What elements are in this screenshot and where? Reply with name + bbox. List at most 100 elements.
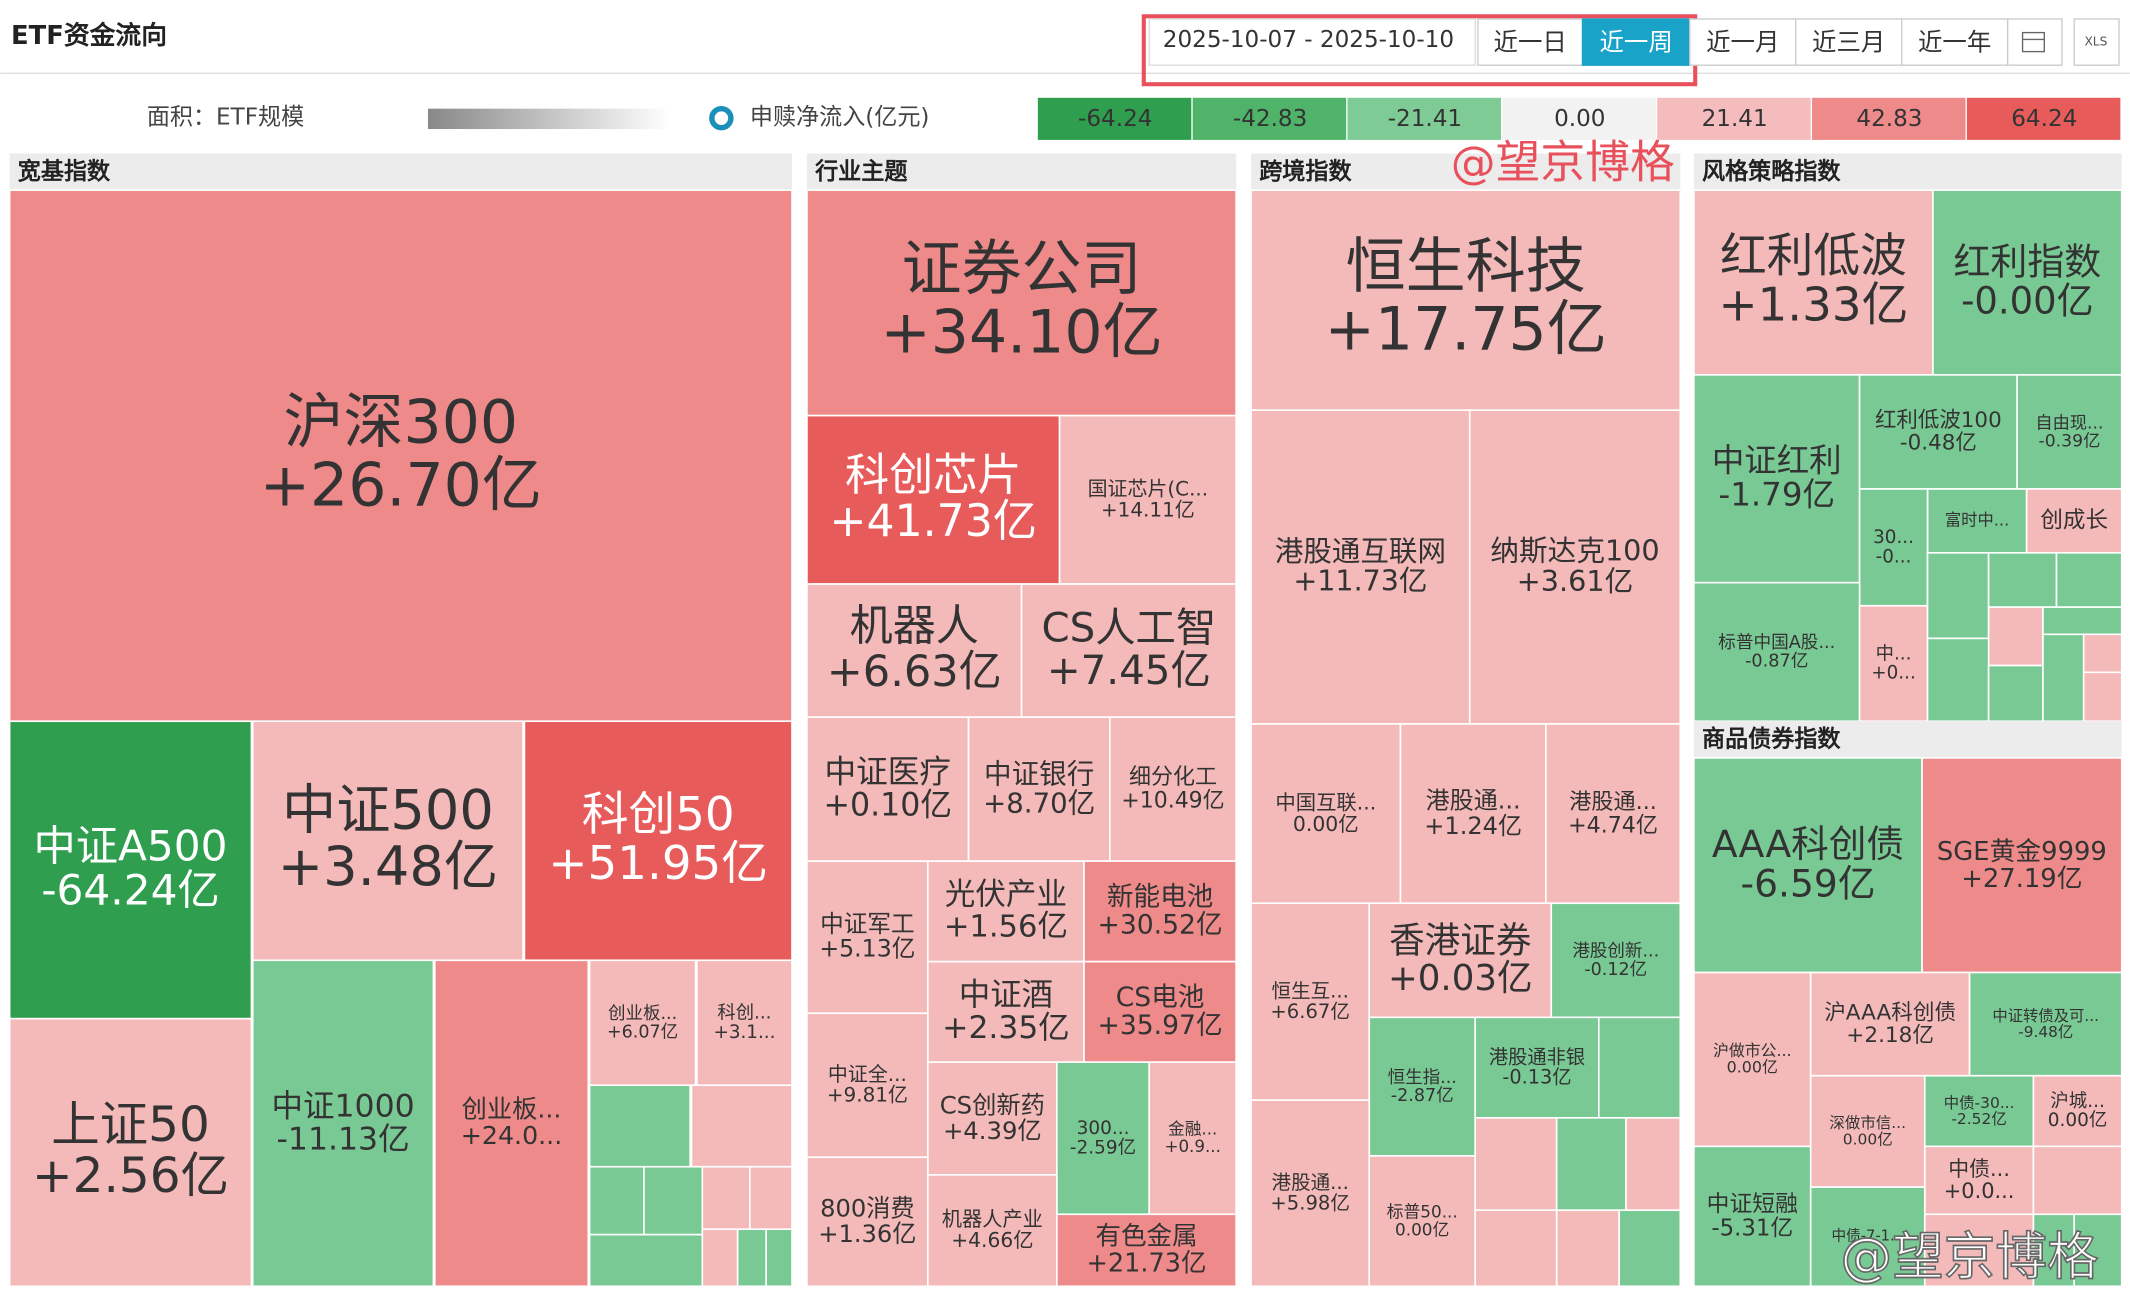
tile-name[interactable]: 标普中国A股...: [1718, 632, 1835, 653]
tile-flow[interactable]: -2.59亿: [1070, 1137, 1136, 1158]
tile-name[interactable]: 恒生互...: [1272, 979, 1349, 1002]
tile[interactable]: [2082, 633, 2123, 674]
tile[interactable]: [1858, 374, 2018, 490]
tile[interactable]: [1923, 1213, 2035, 1288]
tile-name[interactable]: 细分化工: [1129, 765, 1217, 790]
tile[interactable]: [1693, 757, 1923, 974]
tile-name[interactable]: 新能电池: [1107, 882, 1213, 913]
tile[interactable]: [967, 716, 1111, 862]
tile-name[interactable]: 港股通...: [1569, 789, 1656, 815]
tile[interactable]: [2032, 1074, 2123, 1148]
tile-name[interactable]: 800消费: [820, 1195, 914, 1223]
tile[interactable]: [1399, 723, 1547, 905]
tile-name[interactable]: 光伏产业: [945, 878, 1067, 913]
tile-name[interactable]: 有色金属: [1095, 1222, 1197, 1252]
tile-flow[interactable]: +10.49亿: [1121, 788, 1224, 813]
tile-flow[interactable]: +1.33亿: [1718, 279, 1908, 333]
tile-flow[interactable]: +4.39亿: [943, 1116, 1042, 1145]
tile-name[interactable]: 科创50: [582, 788, 735, 842]
tile[interactable]: [1858, 488, 1929, 607]
tile-flow[interactable]: +14.11亿: [1101, 497, 1195, 521]
period-tab[interactable]: [1795, 18, 1903, 66]
tile-flow[interactable]: +0.03亿: [1388, 958, 1533, 999]
calendar-button[interactable]: [2006, 18, 2063, 66]
tile-flow[interactable]: -0.00亿: [1961, 279, 2094, 322]
tile-name[interactable]: 恒生科技: [1346, 232, 1586, 302]
tile-flow[interactable]: 0.00亿: [1727, 1058, 1778, 1077]
tile-flow[interactable]: +5.98亿: [1270, 1191, 1349, 1214]
tile-name[interactable]: SGE黄金9999: [1937, 837, 2107, 867]
tile[interactable]: [1809, 1186, 1926, 1288]
tile-name[interactable]: 中债...: [1948, 1157, 2010, 1181]
tile-name[interactable]: 金融...: [1168, 1118, 1217, 1138]
tile-name[interactable]: 沪AAA科创债: [1824, 1000, 1956, 1025]
tile[interactable]: [588, 1233, 704, 1288]
tile[interactable]: [806, 189, 1237, 417]
tile-flow[interactable]: +24.0...: [461, 1121, 562, 1150]
tile-flow[interactable]: -0.12亿: [1584, 960, 1647, 980]
tile[interactable]: [1368, 1155, 1477, 1288]
tile-flow[interactable]: -0...: [1876, 546, 1912, 567]
tile-name[interactable]: 创成长: [2040, 507, 2108, 533]
date-range[interactable]: 2025-10-07 - 2025-10-10: [1163, 27, 1454, 53]
tile-flow[interactable]: 0.00亿: [1843, 1130, 1893, 1148]
tile[interactable]: [1550, 902, 1682, 1019]
tile-flow[interactable]: -2.87亿: [1391, 1086, 1454, 1106]
tile[interactable]: [806, 1012, 929, 1159]
tile-name[interactable]: CS人工智: [1041, 604, 1216, 651]
tile-flow[interactable]: +1.36亿: [818, 1220, 916, 1248]
tile[interactable]: [588, 959, 697, 1087]
tile-flow[interactable]: +9.81亿: [827, 1083, 908, 1107]
tile[interactable]: [2055, 551, 2123, 608]
tile-name[interactable]: 红利低波: [1720, 230, 1907, 284]
tile[interactable]: [251, 720, 524, 962]
tile-flow[interactable]: +35.97亿: [1098, 1010, 1223, 1041]
tile-name[interactable]: 中...: [1876, 643, 1912, 664]
tile-flow[interactable]: +6.63亿: [827, 647, 1002, 697]
export-button[interactable]: [2073, 18, 2120, 66]
tile-flow[interactable]: -6.59亿: [1741, 861, 1876, 905]
tile-flow[interactable]: +6.67亿: [1270, 1000, 1349, 1023]
tile-flow[interactable]: +3.48亿: [278, 835, 498, 898]
tile-flow[interactable]: +21.73亿: [1087, 1248, 1207, 1278]
tile-flow[interactable]: +0.9...: [1164, 1136, 1220, 1156]
tile[interactable]: [1468, 409, 1682, 725]
tile[interactable]: [1618, 1209, 1682, 1288]
tile[interactable]: [2042, 633, 2085, 723]
tile[interactable]: [806, 583, 1023, 718]
tile[interactable]: [1987, 551, 2058, 608]
tile-name[interactable]: 中债-7-1...: [1831, 1228, 1904, 1245]
period-label[interactable]: 近一日: [1494, 27, 1567, 56]
tile-name[interactable]: 机器人: [850, 602, 979, 652]
tile-name[interactable]: 中证500: [282, 778, 494, 841]
tile-flow[interactable]: 0.00亿: [2048, 1110, 2108, 1131]
tile[interactable]: [1987, 664, 2044, 723]
tile[interactable]: [1058, 414, 1237, 585]
tile[interactable]: [8, 1017, 253, 1288]
tile-flow[interactable]: +3.1...: [713, 1022, 775, 1043]
tile[interactable]: [1250, 409, 1471, 725]
tile-flow[interactable]: -9.48亿: [2018, 1023, 2073, 1041]
tile-flow[interactable]: +8.70亿: [983, 786, 1095, 819]
tile[interactable]: [1926, 637, 1990, 723]
tile-name[interactable]: 创业板...: [608, 1004, 677, 1024]
tile-flow[interactable]: -0.87亿: [1745, 651, 1808, 672]
tile[interactable]: [2042, 606, 2123, 636]
tile-name[interactable]: AAA科创债: [1712, 822, 1904, 866]
tile[interactable]: [927, 960, 1085, 1063]
tile[interactable]: [1693, 1145, 1812, 1288]
tile-name[interactable]: 证券公司: [901, 234, 1141, 304]
tile-flow[interactable]: +0.0...: [1944, 1179, 2015, 1203]
tile[interactable]: [2025, 488, 2123, 554]
tile-name[interactable]: 中证A500: [34, 821, 228, 870]
tile-name[interactable]: 创业板...: [462, 1095, 562, 1124]
tile-flow[interactable]: -11.13亿: [277, 1122, 410, 1158]
tile-flow[interactable]: +30.52亿: [1098, 909, 1223, 940]
tile-name[interactable]: 自由现...: [2035, 413, 2103, 433]
radio-button[interactable]: [709, 105, 734, 131]
tile-name[interactable]: 红利低波100: [1875, 408, 2002, 433]
tile-name[interactable]: 深做市信...: [1829, 1114, 1906, 1132]
tile-flow[interactable]: +7.45亿: [1047, 647, 1211, 694]
tile-flow[interactable]: -0.48亿: [1900, 431, 1977, 456]
tile-flow[interactable]: -0.13亿: [1502, 1066, 1571, 1089]
